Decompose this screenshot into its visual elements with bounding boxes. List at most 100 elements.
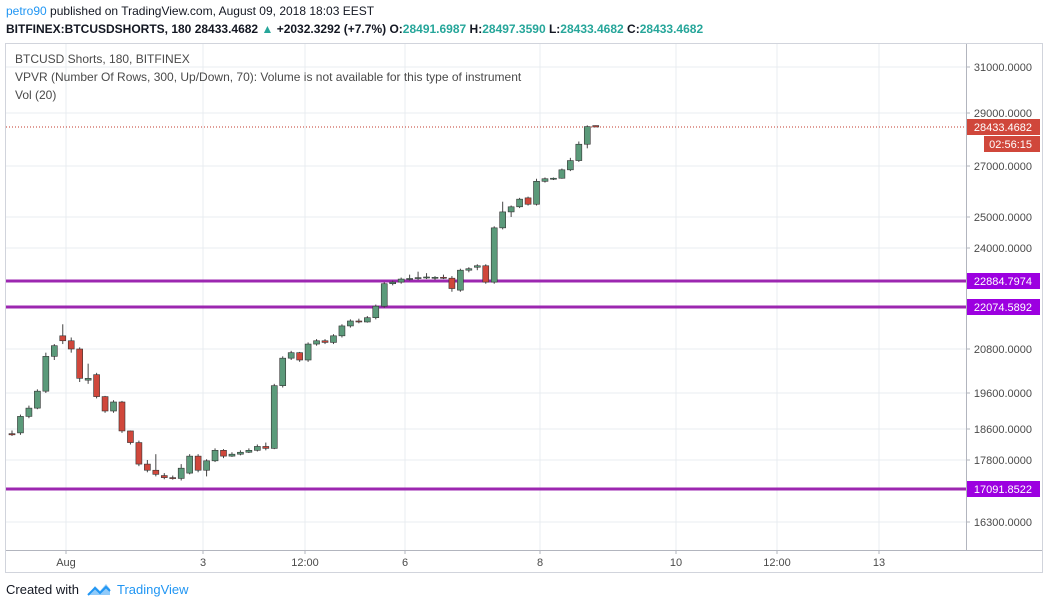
chart-frame[interactable]: 31000.0000 29000.0000 27000.0000 25000.0000… <box>0 43 1043 573</box>
candle[interactable] <box>211 448 219 463</box>
candle[interactable] <box>533 178 540 206</box>
candle[interactable] <box>448 276 456 292</box>
candle[interactable] <box>567 157 574 172</box>
horizontal-line-label-bg <box>967 481 1040 497</box>
candle[interactable] <box>270 383 278 450</box>
candle[interactable] <box>338 324 346 338</box>
tradingview-link[interactable]: TradingView <box>117 582 189 597</box>
candle[interactable] <box>152 454 160 477</box>
candle[interactable] <box>254 444 261 452</box>
high-value: 28497.3590 <box>482 22 546 36</box>
candle[interactable] <box>364 316 371 323</box>
candle[interactable] <box>59 324 67 345</box>
candle[interactable] <box>482 264 490 284</box>
candle[interactable] <box>406 274 413 281</box>
candle-body-down <box>321 340 329 343</box>
candle-body-up <box>465 268 473 271</box>
candle-body-up <box>583 126 591 145</box>
candle[interactable] <box>558 168 566 179</box>
candle[interactable] <box>431 276 439 280</box>
candle[interactable] <box>135 440 143 467</box>
candle[interactable] <box>169 475 177 480</box>
candle-body-up <box>330 335 337 343</box>
candle[interactable] <box>321 339 329 345</box>
candle[interactable] <box>186 454 193 475</box>
candle[interactable] <box>440 274 447 280</box>
symbol-line: BITFINEX:BTCUSDSHORTS, 180 28433.4682 ▲ … <box>6 21 703 37</box>
candle[interactable] <box>507 205 515 217</box>
tradingview-logo-icon[interactable] <box>86 581 112 597</box>
candle[interactable] <box>25 405 33 419</box>
candle-body-up <box>423 276 430 279</box>
candle[interactable] <box>575 141 583 162</box>
candle[interactable] <box>372 304 380 320</box>
candle[interactable] <box>34 389 41 410</box>
candle[interactable] <box>17 414 24 435</box>
up-triangle-icon: ▲ <box>261 22 274 36</box>
candle[interactable] <box>423 273 430 280</box>
chart-canvas[interactable]: 31000.0000 29000.0000 27000.0000 25000.0000… <box>0 43 1043 573</box>
candle-body-up <box>490 227 498 283</box>
candle-body-down <box>440 276 447 279</box>
candle[interactable] <box>245 448 253 454</box>
candle[interactable] <box>228 452 236 457</box>
candle[interactable] <box>355 318 363 324</box>
candle[interactable] <box>160 473 168 480</box>
candle[interactable] <box>490 226 498 284</box>
horizontal-line-label-bg <box>967 299 1040 315</box>
candle[interactable] <box>465 267 473 273</box>
candle[interactable] <box>220 449 227 459</box>
candle[interactable] <box>177 464 185 481</box>
candle-body-up <box>50 345 58 357</box>
candle[interactable] <box>101 395 109 413</box>
candle[interactable] <box>347 319 354 328</box>
candle[interactable] <box>118 400 126 433</box>
candle[interactable] <box>380 282 388 308</box>
candle[interactable] <box>541 177 549 183</box>
candle[interactable] <box>42 352 50 393</box>
candle[interactable] <box>262 442 270 451</box>
candle[interactable] <box>76 347 83 382</box>
candle[interactable] <box>67 337 75 353</box>
candle[interactable] <box>110 400 117 413</box>
candle[interactable] <box>304 342 312 362</box>
candle[interactable] <box>583 125 591 149</box>
open-label: O: <box>389 22 403 36</box>
candle[interactable] <box>330 334 337 345</box>
candle[interactable] <box>194 454 202 473</box>
candle-body-down <box>101 396 109 412</box>
candle[interactable] <box>93 372 100 399</box>
horizontal-line-label-bg <box>967 273 1040 289</box>
close-label: C: <box>627 22 640 36</box>
candle[interactable] <box>279 356 287 388</box>
author-link[interactable]: petro90 <box>6 4 47 18</box>
candle[interactable] <box>397 277 405 284</box>
candle[interactable] <box>50 344 58 360</box>
candle[interactable] <box>516 197 523 209</box>
candle[interactable] <box>473 264 481 271</box>
candle-body-down <box>8 433 16 436</box>
candle[interactable] <box>287 350 295 360</box>
candle-body-down <box>93 374 100 397</box>
candle[interactable] <box>550 177 557 181</box>
candle[interactable] <box>313 339 320 346</box>
candle[interactable] <box>237 450 244 456</box>
candle[interactable] <box>457 268 464 292</box>
candle[interactable] <box>127 430 134 445</box>
candle[interactable] <box>144 460 151 473</box>
candle-body-up <box>304 343 312 361</box>
x-tick-label: 12:00 <box>763 557 791 569</box>
candle[interactable] <box>389 280 397 286</box>
candle[interactable] <box>296 351 303 362</box>
candle-body-up <box>389 281 397 285</box>
low-label: L: <box>548 22 561 36</box>
countdown-label-bg <box>984 136 1040 152</box>
candle[interactable] <box>592 125 600 128</box>
candle[interactable] <box>8 430 16 436</box>
candle[interactable] <box>203 459 210 477</box>
candle[interactable] <box>84 363 92 384</box>
y-tick-label: 20800.0000 <box>974 344 1032 356</box>
candle[interactable] <box>524 196 532 206</box>
candle[interactable] <box>414 271 422 280</box>
candle[interactable] <box>499 201 506 230</box>
